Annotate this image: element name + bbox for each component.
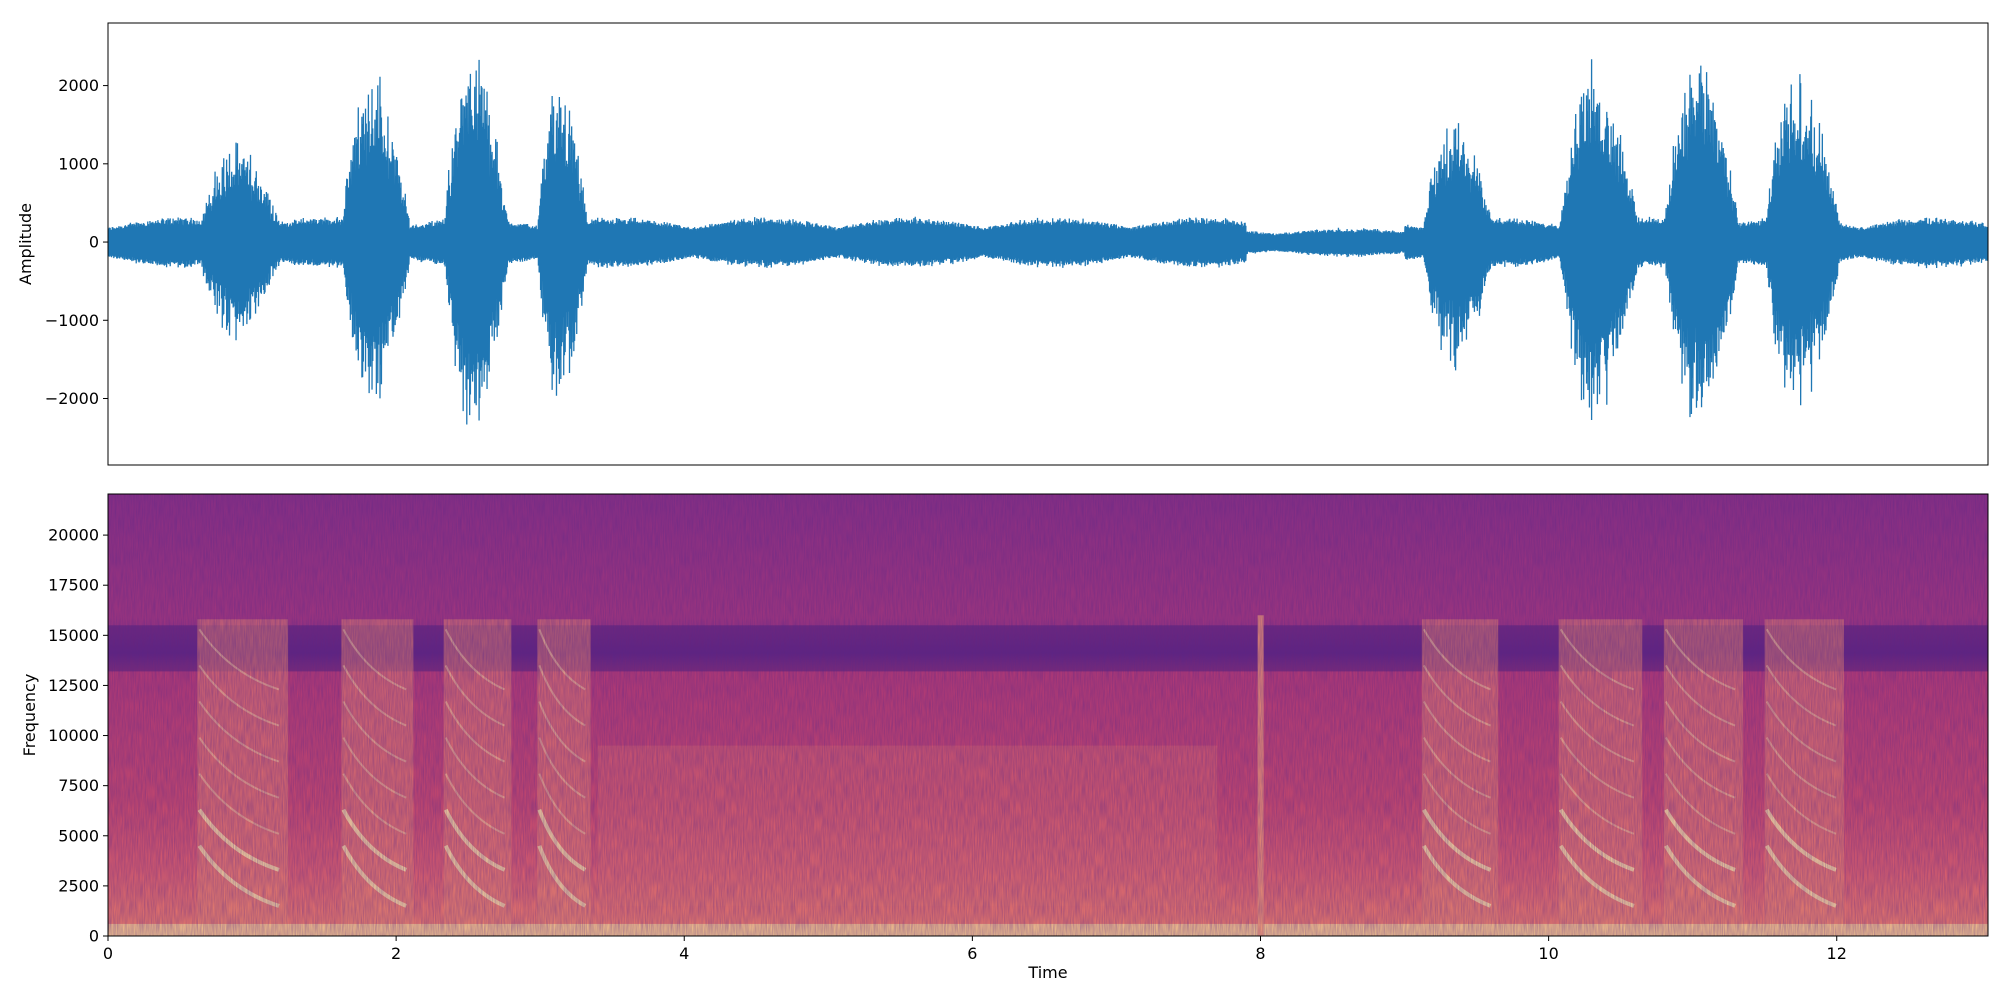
spectrogram-noise xyxy=(108,494,1988,936)
spectrogram-panel: 0 2 4 6 8 10 12 0 2500 5000 7500 10000 12500 15000 17… xyxy=(20,493,1989,982)
waveform-y-tick-label: 0 xyxy=(89,233,99,252)
spectrogram-y-tick-label: 20000 xyxy=(48,526,99,545)
waveform-y-axis-label: Amplitude xyxy=(16,203,35,285)
waveform-y-tick-label: 2000 xyxy=(58,76,99,95)
waveform-y-tick-label: 1000 xyxy=(58,154,99,173)
spectrogram-x-tick-label: 0 xyxy=(103,944,113,963)
spectrogram-y-tick-label: 0 xyxy=(89,927,99,946)
spectrogram-y-tick-label: 17500 xyxy=(48,576,99,595)
spectrogram-y-ticks: 0 2500 5000 7500 10000 12500 15000 17500 20000 xyxy=(48,526,108,946)
spectrogram-x-tick-label: 12 xyxy=(1827,944,1847,963)
spectrogram-y-tick-label: 12500 xyxy=(48,676,99,695)
spectrogram-x-tick-label: 2 xyxy=(391,944,401,963)
waveform-line xyxy=(108,59,1988,425)
spectrogram-y-axis-label: Frequency xyxy=(20,674,39,757)
waveform-y-tick-label: −1000 xyxy=(45,311,99,330)
waveform-panel: 2000 1000 0 −1000 −2000 Amplitude xyxy=(16,22,1989,466)
spectrogram-x-tick-label: 6 xyxy=(967,944,977,963)
waveform-y-ticks: 2000 1000 0 −1000 −2000 xyxy=(45,76,108,408)
spectrogram-x-tick-label: 4 xyxy=(679,944,689,963)
waveform-frame xyxy=(107,22,1989,466)
spectrogram-x-tick-label: 10 xyxy=(1538,944,1558,963)
spectrogram-x-axis-label: Time xyxy=(1027,963,1067,982)
spectrogram-y-tick-label: 15000 xyxy=(48,626,99,645)
spectrogram-y-tick-label: 2500 xyxy=(58,876,99,895)
waveform-series xyxy=(108,59,1988,425)
spectrogram-y-tick-label: 10000 xyxy=(48,726,99,745)
spectrogram-image xyxy=(108,494,1988,936)
waveform-y-tick-label: −2000 xyxy=(45,389,99,408)
spectrogram-y-tick-label: 7500 xyxy=(58,776,99,795)
spectrogram-y-tick-label: 5000 xyxy=(58,826,99,845)
spectrogram-x-tick-label: 8 xyxy=(1255,944,1265,963)
spectrogram-x-ticks: 0 2 4 6 8 10 12 xyxy=(103,936,1847,963)
spectrogram-frame xyxy=(107,493,1989,937)
